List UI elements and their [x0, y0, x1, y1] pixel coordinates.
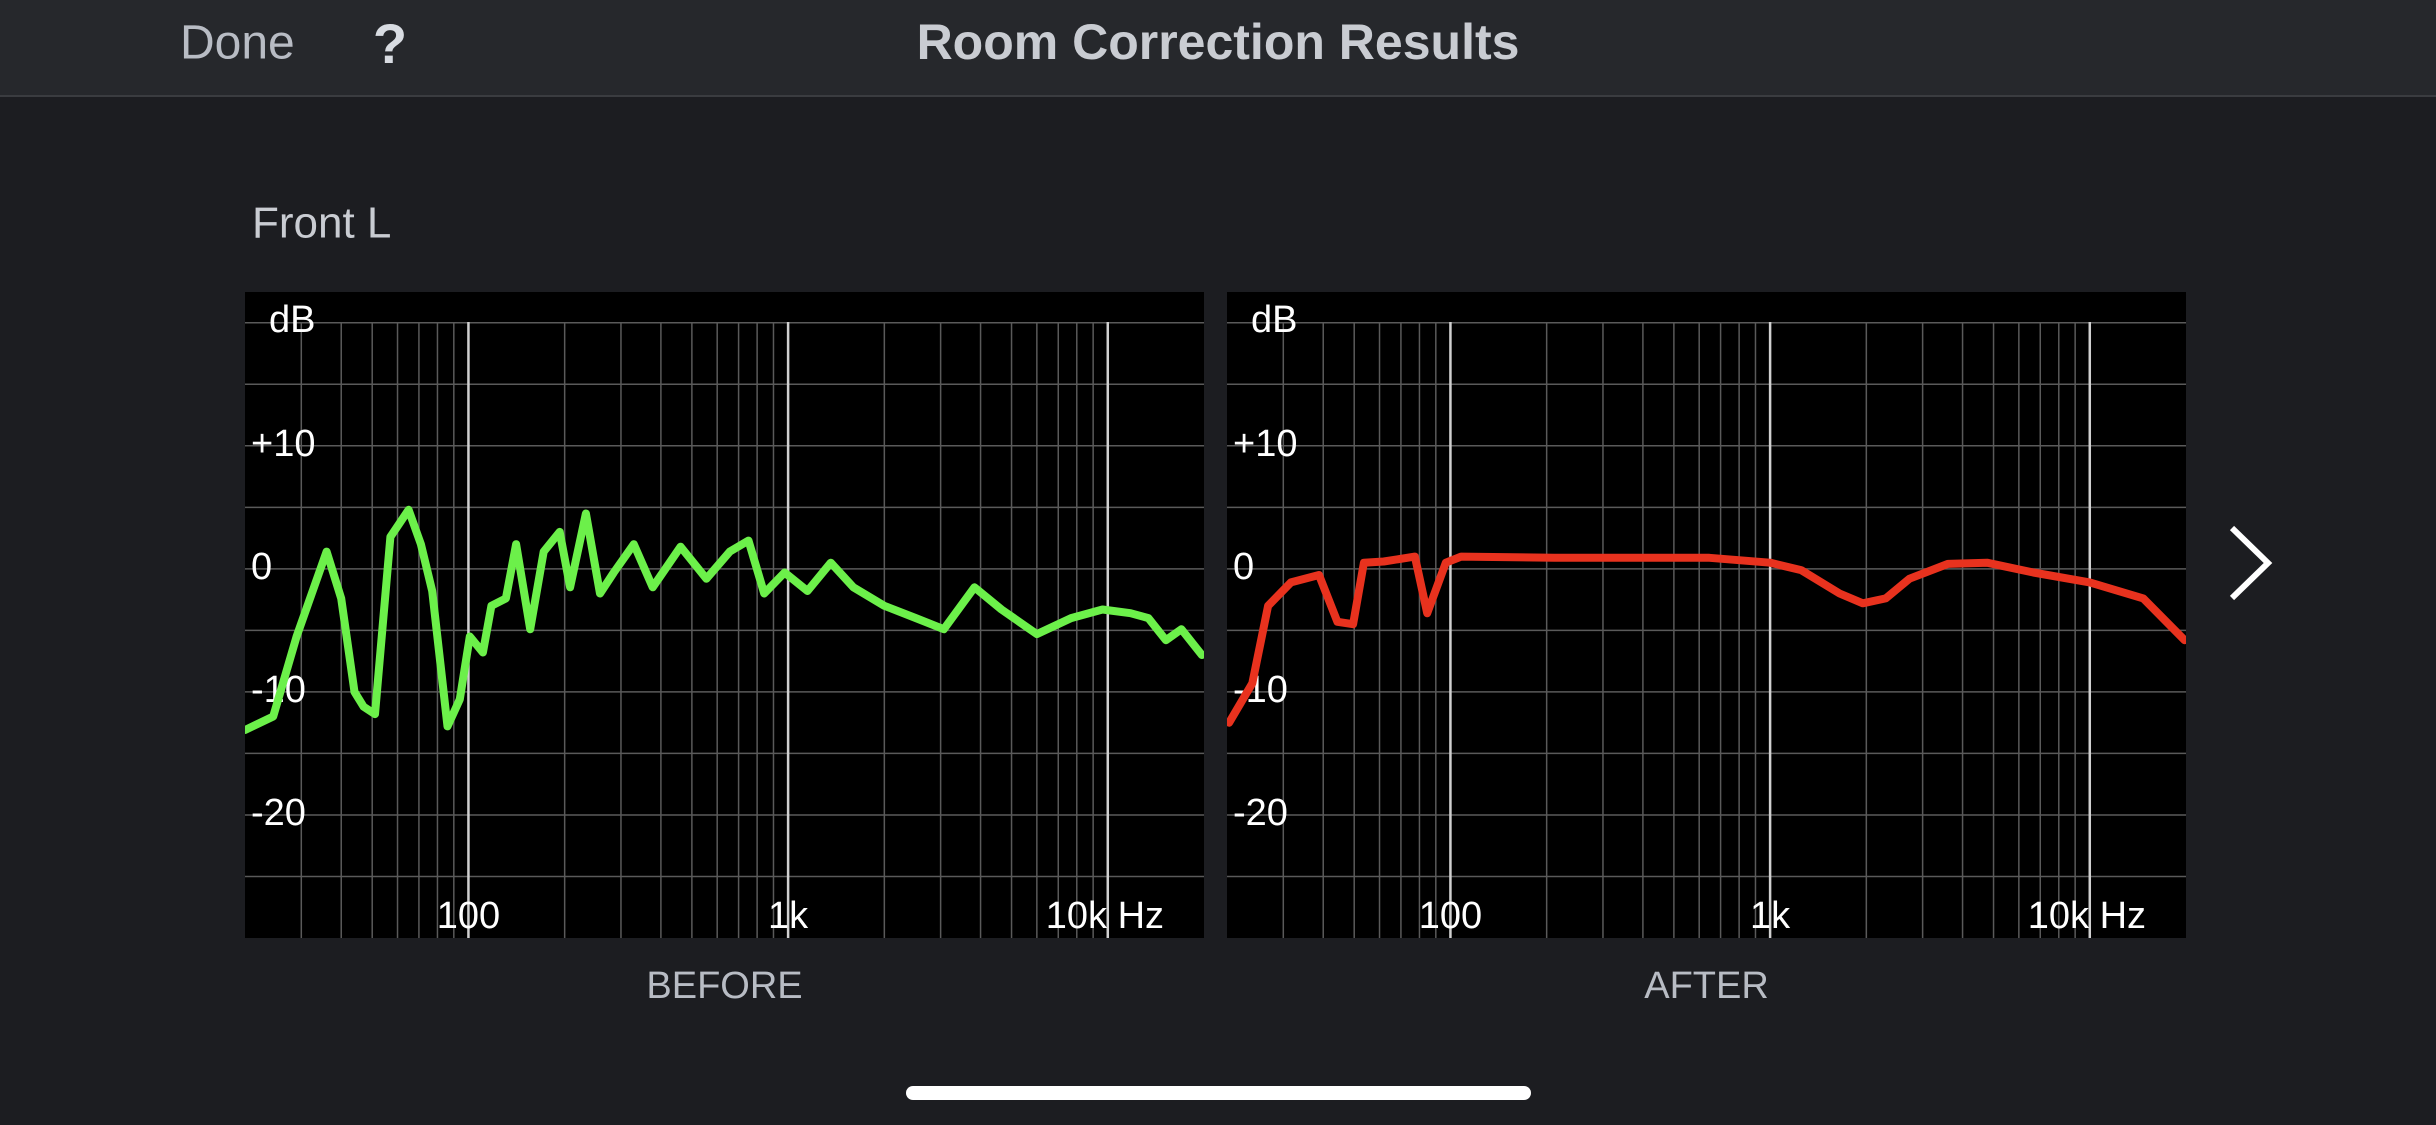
response-line [245, 505, 1204, 734]
y-tick-label: +10 [1233, 423, 1297, 465]
y-tick-label: -20 [1233, 792, 1288, 834]
y-tick-label: -20 [251, 792, 306, 834]
chart-caption: BEFORE [646, 965, 802, 1007]
help-button[interactable]: ? [373, 12, 407, 75]
x-tick-label: 100 [1419, 895, 1482, 937]
plot-area [245, 292, 1204, 938]
x-tick-label: 1k [1750, 895, 1791, 937]
response-line [1227, 552, 2186, 727]
x-tick-label: 100 [437, 895, 500, 937]
done-button[interactable]: Done [180, 17, 295, 70]
y-axis-label: dB [269, 299, 315, 341]
page-title: Room Correction Results [917, 14, 1520, 70]
home-indicator [906, 1086, 1531, 1100]
y-tick-label: +10 [251, 423, 315, 465]
chart-caption: AFTER [1644, 965, 1769, 1007]
y-tick-label: 0 [1233, 546, 1254, 588]
x-tick-label: 1k [768, 895, 809, 937]
y-axis-label: dB [1251, 299, 1297, 341]
next-chevron[interactable] [2229, 525, 2273, 601]
y-tick-label: 0 [251, 546, 272, 588]
header-bar [0, 0, 2436, 96]
plot-area [1227, 292, 2186, 938]
x-tick-label: 10k Hz [1046, 895, 1164, 937]
section-label: Front L [252, 199, 391, 248]
x-tick-label: 10k Hz [2028, 895, 2146, 937]
